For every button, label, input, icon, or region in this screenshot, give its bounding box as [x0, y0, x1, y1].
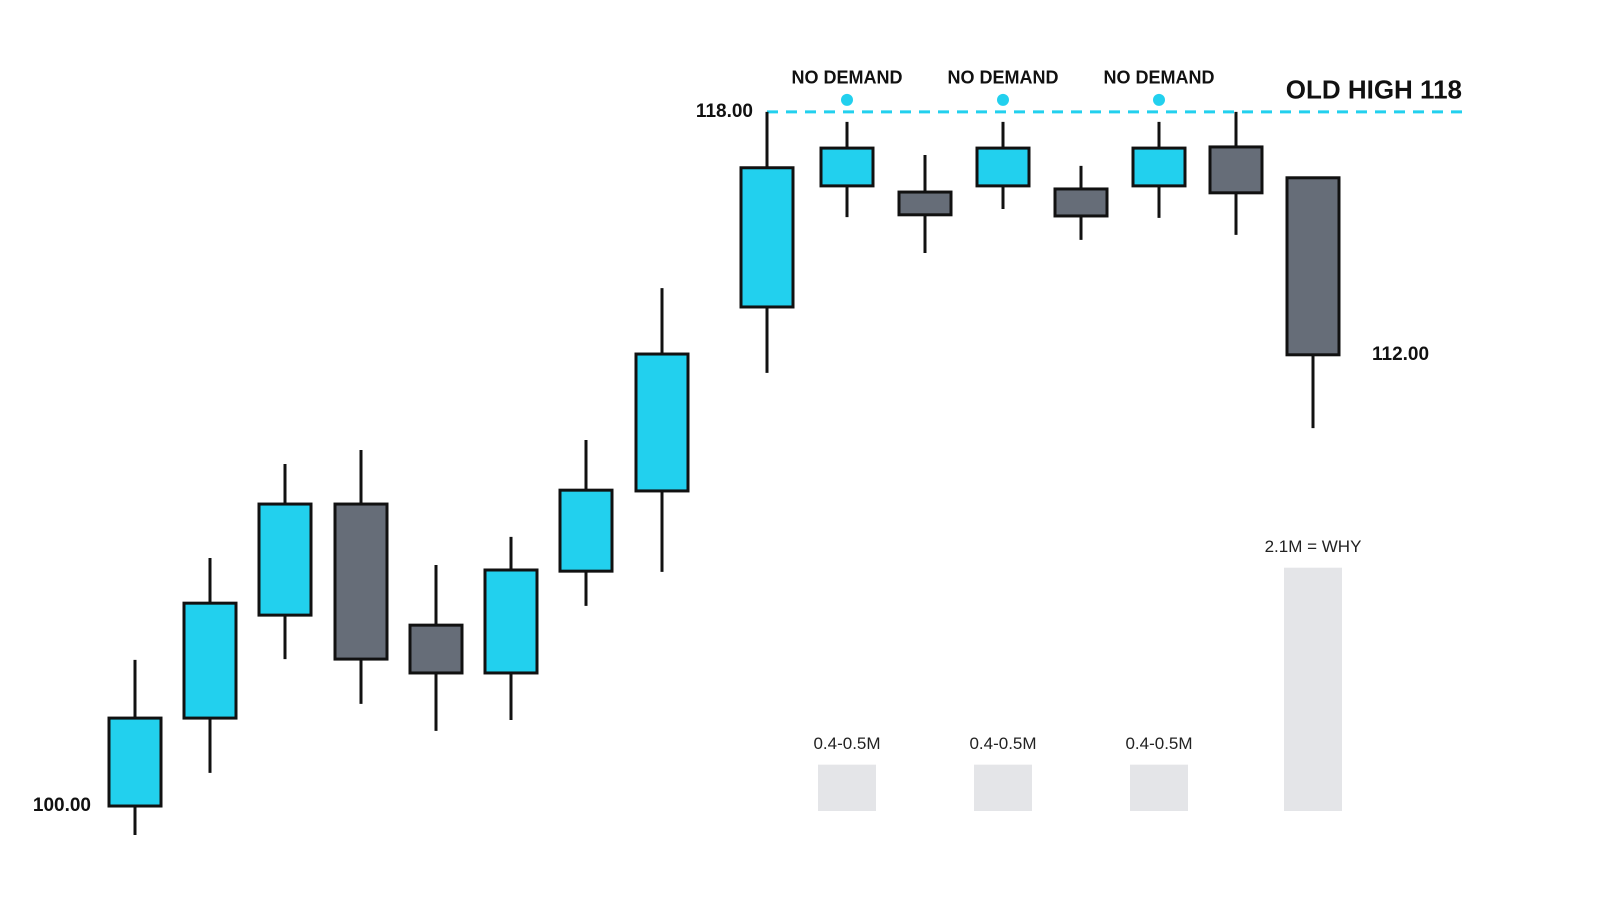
signal-dot: [997, 93, 1009, 106]
candle-body: [1208, 145, 1264, 195]
signal-label: NO DEMAND: [948, 68, 1059, 88]
candle-body: [408, 623, 464, 675]
candle-body: [1131, 146, 1187, 188]
volume-label: 2.1M = WHY: [1265, 537, 1362, 556]
volume-bar: [974, 764, 1032, 811]
signal-label: NO DEMAND: [1104, 68, 1215, 88]
candle-body: [1053, 187, 1109, 218]
candle-body: [819, 146, 875, 188]
candle-body: [558, 488, 614, 573]
volume-bar: [818, 764, 876, 811]
signal-dot: [1153, 93, 1165, 106]
signal-dot: [841, 93, 853, 106]
candle-body: [634, 352, 690, 493]
price-label: 112.00: [1372, 344, 1429, 365]
candle-body: [333, 502, 389, 661]
candle-body: [739, 166, 795, 309]
level-label: OLD HIGH 118: [1286, 75, 1462, 105]
candle-body: [257, 502, 313, 617]
candle-body: [975, 146, 1031, 188]
volume-label: 0.4-0.5M: [1125, 734, 1192, 753]
volume-bar: [1284, 567, 1342, 811]
volume-bar: [1130, 764, 1188, 811]
candle-body: [483, 568, 539, 675]
price-label: 100.00: [33, 795, 91, 816]
candle-body: [897, 190, 953, 217]
volume-label: 0.4-0.5M: [813, 734, 880, 753]
price-label: 118.00: [696, 101, 753, 122]
signal-label: NO DEMAND: [792, 68, 903, 88]
candle-body: [182, 601, 238, 720]
candle-body: [107, 716, 163, 808]
candle-body: [1285, 176, 1341, 357]
volume-label: 0.4-0.5M: [969, 734, 1036, 753]
